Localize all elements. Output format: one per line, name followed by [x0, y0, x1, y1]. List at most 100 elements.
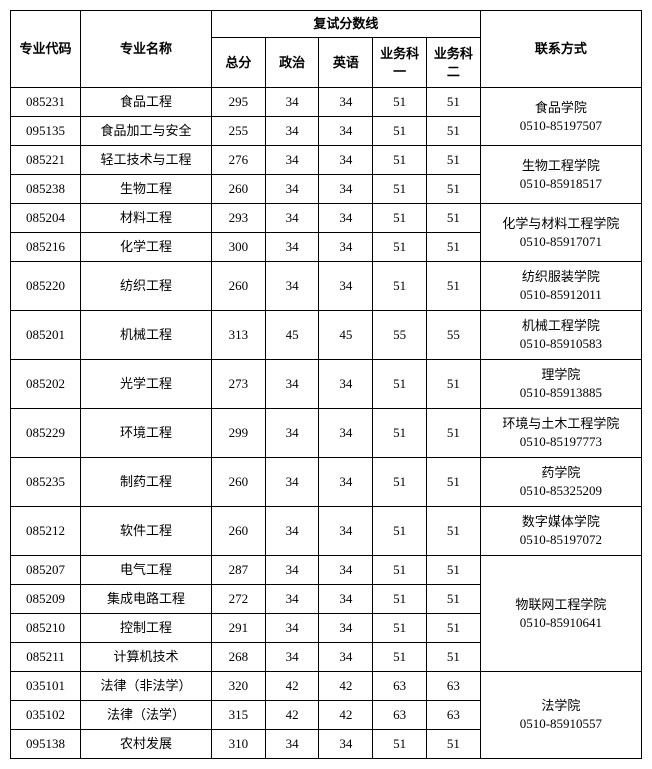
- cell-english: 34: [319, 585, 373, 614]
- cell-contact: 食品学院0510-85197507: [480, 88, 641, 146]
- cell-politics: 42: [265, 672, 319, 701]
- cell-total: 320: [211, 672, 265, 701]
- cell-total: 287: [211, 556, 265, 585]
- table-row: 085221轻工技术与工程27634345151生物工程学院0510-85918…: [11, 146, 642, 175]
- contact-phone: 0510-85918517: [483, 175, 639, 193]
- cell-code: 095135: [11, 117, 81, 146]
- contact-phone: 0510-85912011: [483, 286, 639, 304]
- cell-english: 34: [319, 175, 373, 204]
- cell-contact: 生物工程学院0510-85918517: [480, 146, 641, 204]
- cell-name: 环境工程: [81, 409, 212, 458]
- contact-name: 生物工程学院: [483, 157, 639, 175]
- cell-total: 315: [211, 701, 265, 730]
- cell-politics: 34: [265, 458, 319, 507]
- cell-subj2: 51: [426, 146, 480, 175]
- cell-subj2: 51: [426, 262, 480, 311]
- header-total: 总分: [211, 38, 265, 88]
- cell-contact: 物联网工程学院0510-85910641: [480, 556, 641, 672]
- cell-contact: 药学院0510-85325209: [480, 458, 641, 507]
- cell-subj2: 51: [426, 585, 480, 614]
- contact-name: 机械工程学院: [483, 317, 639, 335]
- cell-total: 299: [211, 409, 265, 458]
- cell-total: 310: [211, 730, 265, 759]
- cell-name: 制药工程: [81, 458, 212, 507]
- cell-code: 085201: [11, 311, 81, 360]
- contact-name: 物联网工程学院: [483, 596, 639, 614]
- contact-name: 纺织服装学院: [483, 268, 639, 286]
- header-politics: 政治: [265, 38, 319, 88]
- cell-name: 材料工程: [81, 204, 212, 233]
- cell-name: 生物工程: [81, 175, 212, 204]
- cell-politics: 34: [265, 585, 319, 614]
- contact-name: 药学院: [483, 464, 639, 482]
- cell-english: 34: [319, 643, 373, 672]
- cell-politics: 34: [265, 507, 319, 556]
- cell-total: 273: [211, 360, 265, 409]
- cell-code: 085220: [11, 262, 81, 311]
- cell-subj1: 51: [373, 117, 427, 146]
- cell-contact: 环境与土木工程学院0510-85197773: [480, 409, 641, 458]
- cell-politics: 45: [265, 311, 319, 360]
- cell-name: 食品加工与安全: [81, 117, 212, 146]
- cell-english: 34: [319, 507, 373, 556]
- contact-phone: 0510-85197072: [483, 531, 639, 549]
- cell-name: 化学工程: [81, 233, 212, 262]
- score-table: 专业代码 专业名称 复试分数线 联系方式 总分 政治 英语 业务科一 业务科二 …: [10, 10, 642, 759]
- cell-politics: 34: [265, 88, 319, 117]
- header-code: 专业代码: [11, 11, 81, 88]
- cell-politics: 34: [265, 730, 319, 759]
- cell-subj1: 51: [373, 614, 427, 643]
- cell-name: 软件工程: [81, 507, 212, 556]
- cell-subj2: 63: [426, 701, 480, 730]
- table-row: 085212软件工程26034345151数字媒体学院0510-85197072: [11, 507, 642, 556]
- cell-english: 34: [319, 233, 373, 262]
- cell-politics: 34: [265, 643, 319, 672]
- cell-politics: 34: [265, 204, 319, 233]
- cell-english: 34: [319, 458, 373, 507]
- cell-name: 农村发展: [81, 730, 212, 759]
- cell-code: 085229: [11, 409, 81, 458]
- cell-contact: 法学院0510-85910557: [480, 672, 641, 759]
- cell-subj1: 51: [373, 730, 427, 759]
- cell-code: 085202: [11, 360, 81, 409]
- cell-english: 34: [319, 730, 373, 759]
- cell-code: 085209: [11, 585, 81, 614]
- contact-phone: 0510-85325209: [483, 482, 639, 500]
- contact-phone: 0510-85910557: [483, 715, 639, 733]
- cell-politics: 34: [265, 360, 319, 409]
- cell-total: 260: [211, 262, 265, 311]
- cell-contact: 机械工程学院0510-85910583: [480, 311, 641, 360]
- cell-politics: 34: [265, 146, 319, 175]
- cell-code: 085210: [11, 614, 81, 643]
- cell-total: 300: [211, 233, 265, 262]
- cell-politics: 34: [265, 117, 319, 146]
- cell-contact: 数字媒体学院0510-85197072: [480, 507, 641, 556]
- cell-name: 电气工程: [81, 556, 212, 585]
- cell-name: 法律（法学）: [81, 701, 212, 730]
- table-row: 085229环境工程29934345151环境与土木工程学院0510-85197…: [11, 409, 642, 458]
- cell-code: 085238: [11, 175, 81, 204]
- cell-subj2: 63: [426, 672, 480, 701]
- table-row: 085231食品工程29534345151食品学院0510-85197507: [11, 88, 642, 117]
- cell-english: 34: [319, 360, 373, 409]
- cell-subj1: 51: [373, 643, 427, 672]
- cell-english: 34: [319, 204, 373, 233]
- cell-english: 34: [319, 146, 373, 175]
- cell-subj2: 51: [426, 614, 480, 643]
- cell-subj2: 51: [426, 507, 480, 556]
- cell-name: 计算机技术: [81, 643, 212, 672]
- cell-subj1: 51: [373, 233, 427, 262]
- cell-subj1: 51: [373, 556, 427, 585]
- cell-subj2: 51: [426, 360, 480, 409]
- cell-english: 42: [319, 672, 373, 701]
- cell-total: 293: [211, 204, 265, 233]
- header-score-group: 复试分数线: [211, 11, 480, 38]
- cell-subj1: 63: [373, 672, 427, 701]
- cell-name: 食品工程: [81, 88, 212, 117]
- cell-name: 纺织工程: [81, 262, 212, 311]
- cell-english: 34: [319, 614, 373, 643]
- cell-subj1: 51: [373, 204, 427, 233]
- cell-subj1: 51: [373, 262, 427, 311]
- cell-english: 34: [319, 88, 373, 117]
- contact-phone: 0510-85197507: [483, 117, 639, 135]
